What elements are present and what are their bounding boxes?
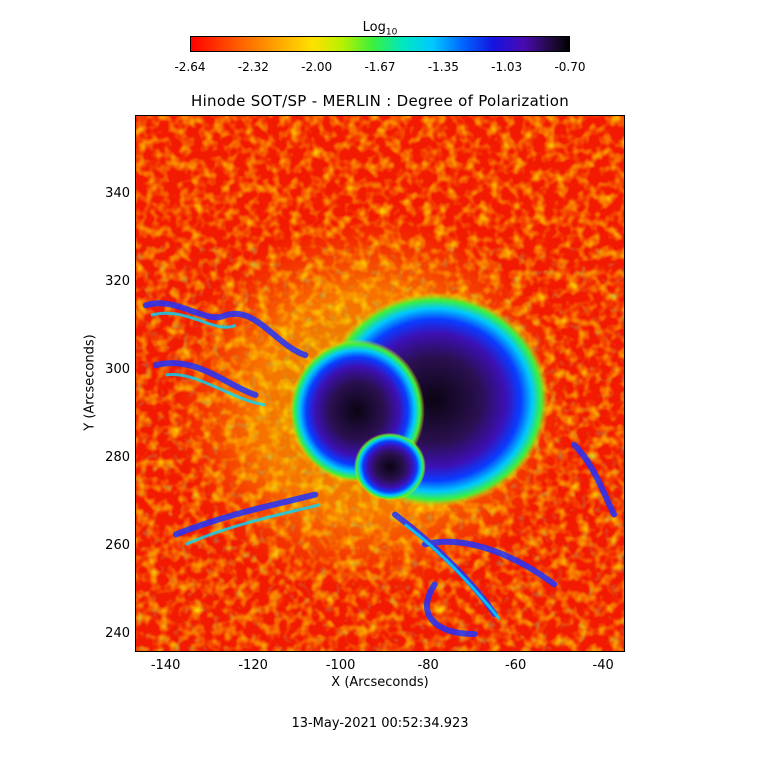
y-tick-label: 320	[105, 274, 130, 290]
x-tick-label: -40	[592, 658, 614, 673]
y-tick-label: 340	[105, 186, 130, 202]
y-tick-label: 240	[105, 626, 130, 642]
x-tick-label: -80	[417, 658, 439, 673]
colorbar	[190, 36, 570, 52]
y-tick-label: 280	[105, 450, 130, 466]
colorbar-title-text: Log	[362, 20, 386, 35]
colorbar-tick-label: -1.67	[364, 60, 396, 74]
plot-title: Hinode SOT/SP - MERLIN : Degree of Polar…	[190, 92, 569, 110]
colorbar-title: Log10	[300, 20, 460, 38]
sunspot-south	[354, 432, 426, 501]
network-field-edge	[150, 311, 501, 621]
x-tick-label: -120	[238, 658, 268, 673]
x-tick-label: -60	[505, 658, 527, 673]
colorbar-title-subscript: 10	[385, 27, 398, 38]
y-axis-label: Y (Arcseconds)	[82, 334, 98, 431]
colorbar-tick-label: -0.70	[554, 60, 586, 74]
polarization-map	[135, 115, 625, 652]
y-tick-label: 260	[105, 538, 130, 554]
colorbar-tick-label: -2.64	[174, 60, 206, 74]
x-axis-label: X (Arcseconds)	[331, 675, 429, 690]
colorbar-tick-label: -1.35	[427, 60, 459, 74]
y-tick-label: 300	[105, 362, 130, 378]
x-tick-label: -140	[150, 658, 181, 673]
timestamp: 13-May-2021 00:52:34.923	[291, 716, 469, 731]
colorbar-tick-label: -1.03	[491, 60, 523, 74]
colorbar-tick-label: -2.00	[301, 60, 333, 74]
colorbar-tick-label: -2.32	[237, 60, 269, 74]
x-tick-label: -100	[325, 658, 356, 673]
